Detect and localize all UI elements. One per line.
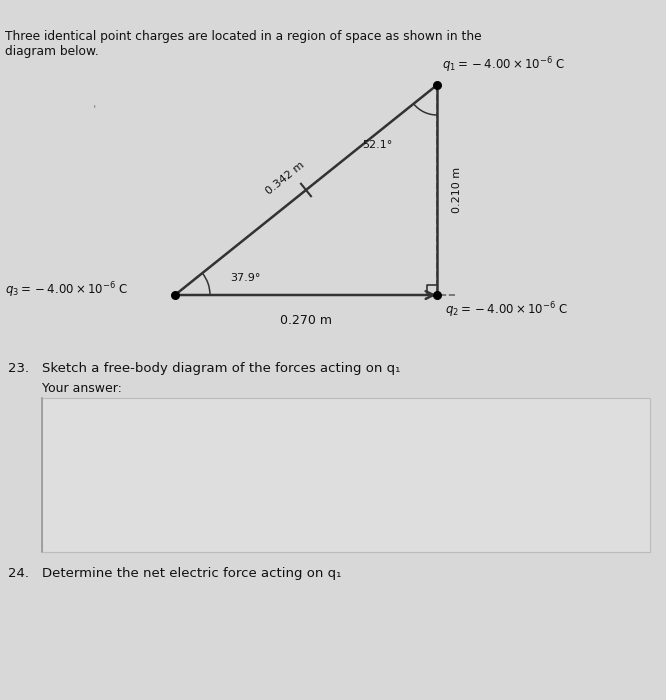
Text: 37.9°: 37.9° <box>230 273 260 283</box>
Text: 0.270 m: 0.270 m <box>280 314 332 326</box>
Text: $q_3 =-4.00 \times 10^{-6}$ C: $q_3 =-4.00 \times 10^{-6}$ C <box>5 280 129 300</box>
Text: 23.: 23. <box>8 362 29 375</box>
Text: Three identical point charges are located in a region of space as shown in the: Three identical point charges are locate… <box>5 30 482 43</box>
Text: 24.: 24. <box>8 567 29 580</box>
Point <box>432 79 442 90</box>
Text: 0.342 m: 0.342 m <box>264 160 306 197</box>
Text: Your answer:: Your answer: <box>42 382 122 395</box>
Text: Determine the net electric force acting on q₁: Determine the net electric force acting … <box>42 567 342 580</box>
Text: $q_1 =-4.00 \times 10^{-6}$ C: $q_1 =-4.00 \times 10^{-6}$ C <box>442 55 565 75</box>
Text: diagram below.: diagram below. <box>5 45 99 58</box>
Point <box>170 289 180 300</box>
Text: ': ' <box>93 104 97 116</box>
Point <box>432 289 442 300</box>
Text: 52.1°: 52.1° <box>362 140 392 150</box>
Text: 0.210 m: 0.210 m <box>452 167 462 213</box>
Bar <box>42 398 650 552</box>
Text: Sketch a free-body diagram of the forces acting on q₁: Sketch a free-body diagram of the forces… <box>42 362 400 375</box>
Text: $q_2 =-4.00 \times 10^{-6}$ C: $q_2 =-4.00 \times 10^{-6}$ C <box>445 300 568 320</box>
